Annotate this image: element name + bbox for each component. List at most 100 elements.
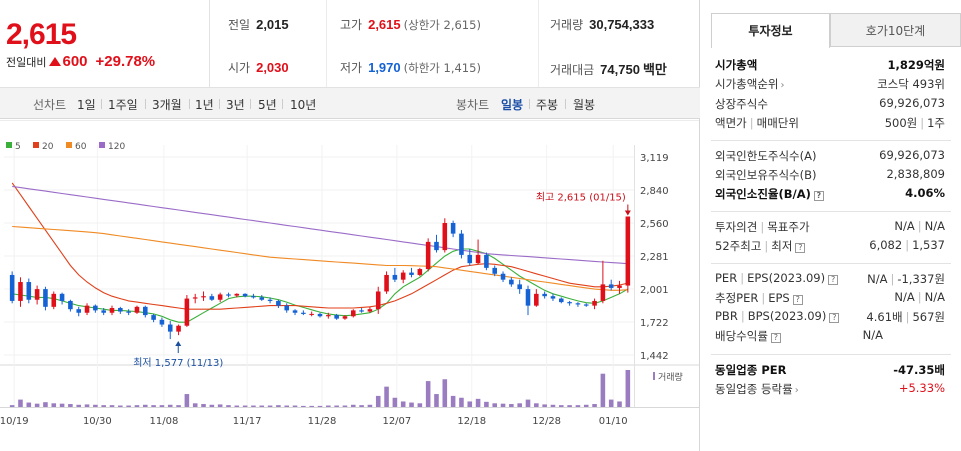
unit-value: 1주 [927, 116, 945, 130]
x-tick-label: 12/28 [532, 416, 561, 427]
help-icon[interactable]: ? [795, 243, 806, 253]
opinion-target-value: N/A | N/A [894, 219, 945, 233]
pbr-value: 4.61배 [866, 310, 903, 324]
candle-body [142, 306, 148, 316]
volume-bar [608, 399, 614, 407]
help-icon[interactable]: ? [792, 295, 803, 305]
help-icon[interactable]: ? [829, 313, 840, 323]
market-cap-rank-row[interactable]: 시가총액순위 › 코스닥 493위 [715, 76, 945, 94]
tab-order-book[interactable]: 호가10단계 [830, 13, 961, 47]
volume-bar [625, 370, 631, 407]
low-price: 저가 1,970 (하한가 1,415) [340, 59, 481, 76]
candle-body [209, 296, 215, 300]
volume-bar [375, 395, 381, 407]
x-tick-label: 01/10 [599, 416, 628, 427]
market-cap-rank-label[interactable]: 시가총액순위 › [715, 76, 784, 92]
help-icon[interactable]: ? [828, 275, 839, 285]
y-tick-label: 1,722 [640, 318, 669, 329]
candle-body [34, 289, 40, 300]
period-5y[interactable]: 5년 [258, 98, 277, 112]
open-value: 2,030 [256, 60, 289, 75]
price-chart[interactable]: 5 20 60 120 3,119 2,840 2,560 2,281 2,001 1,722 1,… [0, 120, 700, 451]
candle-body [251, 296, 256, 298]
candle-body [475, 254, 481, 264]
w52-value: 6,082 | 1,537 [869, 238, 945, 252]
volume-bar [267, 405, 273, 407]
candle-body [76, 309, 82, 313]
quote-panel: 2,615 전일대비 600 +29.78% 전일 2,015 시가 2,030 고가 2… [0, 0, 700, 451]
candle-body [384, 274, 389, 292]
candle-body [68, 300, 73, 310]
candle-body [367, 309, 373, 312]
volume-bar [525, 399, 531, 407]
candle-body [400, 272, 406, 280]
candle-weekly[interactable]: 주봉 [536, 98, 559, 112]
volume-bar [434, 394, 439, 407]
volume-bar [209, 404, 215, 407]
chevron-right-icon: › [794, 385, 799, 396]
pbr-bps-value: 4.61배 | 567원 [866, 309, 945, 325]
candle-body [542, 293, 547, 297]
volume-value: 30,754,333 [589, 17, 655, 32]
candle-body [192, 297, 198, 299]
divider: | [890, 272, 895, 286]
period-10y[interactable]: 10년 [290, 98, 317, 112]
volume-bar [326, 405, 331, 407]
open-price: 시가 2,030 [228, 59, 289, 76]
foreign-hold-label: 외국인보유주식수(B) [715, 168, 817, 182]
candle-body [592, 300, 597, 306]
w52-label: 52주최고 | 최저? [715, 238, 806, 254]
candle-body [259, 297, 265, 300]
help-icon[interactable]: ? [770, 333, 781, 343]
candle-body [509, 279, 514, 285]
help-icon[interactable]: ? [813, 191, 824, 201]
w52-high-value: 6,082 [869, 238, 903, 252]
volume-bar [84, 404, 90, 407]
divider [565, 99, 566, 109]
volume-bar [342, 405, 348, 407]
period-1w[interactable]: 1주일 [108, 98, 138, 112]
foreign-hold-value: 2,838,809 [886, 167, 945, 181]
volume-label: 거래량 [658, 371, 683, 383]
divider: | [920, 116, 925, 130]
low-label: 저가 [340, 61, 363, 75]
market-cap-label: 시가총액 [715, 58, 758, 72]
est-per-row: 추정PER | EPS? N/A | N/A [715, 290, 945, 308]
candle-daily[interactable]: 일봉 [501, 98, 524, 112]
candle-body [184, 298, 190, 326]
candle-body [459, 233, 464, 255]
candle-chart-label[interactable]: 봉차트 [456, 98, 490, 112]
candle-body [434, 241, 439, 251]
volume-bar [93, 404, 98, 407]
tab-investment-info[interactable]: 투자정보 [711, 13, 830, 48]
volume-bar [226, 405, 231, 407]
candle-body [342, 316, 348, 319]
opinion-value: N/A [894, 219, 915, 233]
trade-value-label: 거래대금 [550, 63, 595, 77]
period-3m[interactable]: 3개월 [152, 98, 182, 112]
sector-rate-row[interactable]: 동일업종 등락률 › +5.33% [715, 381, 945, 399]
x-tick-label: 10/19 [0, 416, 29, 427]
volume-bar [567, 405, 572, 407]
candle-body [425, 241, 431, 270]
pbr-row: PBR | BPS(2023.09)? 4.61배 | 567원 [715, 309, 945, 327]
volume-bar [509, 404, 514, 407]
y-tick-label: 1,442 [640, 351, 669, 362]
divider [145, 99, 146, 109]
candle-monthly[interactable]: 월봉 [573, 98, 596, 112]
est-per-label: 추정PER [715, 291, 759, 305]
line-chart-label[interactable]: 선차트 [33, 98, 67, 112]
candle-body [301, 312, 306, 314]
period-1y[interactable]: 1년 [195, 98, 214, 112]
period-3y[interactable]: 3년 [226, 98, 245, 112]
ma-line-20 [11, 182, 628, 310]
sector-rate-label[interactable]: 동일업종 등락률 › [715, 381, 799, 397]
foreign-hold-row: 외국인보유주식수(B) 2,838,809 [715, 167, 945, 185]
candle-body [467, 254, 473, 264]
divider: | [740, 309, 745, 323]
candle-body [583, 304, 589, 306]
legend-label-120: 120 [108, 142, 125, 152]
target-label: 목표주가 [767, 220, 810, 234]
candle-body [267, 299, 273, 301]
period-1d[interactable]: 1일 [77, 98, 96, 112]
